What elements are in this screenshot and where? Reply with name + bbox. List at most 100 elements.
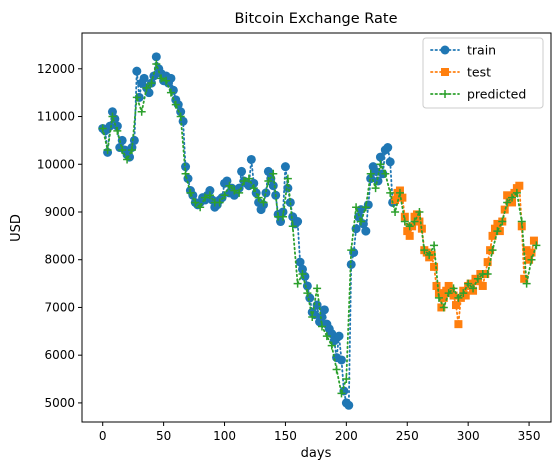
- legend-item-train: train: [430, 43, 496, 58]
- predicted-point: [342, 375, 351, 384]
- predicted-point: [439, 303, 448, 312]
- predicted-point: [103, 145, 112, 154]
- train-point: [344, 400, 354, 410]
- x-tick-label: 250: [396, 429, 419, 443]
- predicted-point: [313, 284, 322, 293]
- train-point: [181, 162, 191, 172]
- predicted-point: [220, 191, 229, 200]
- predicted-point: [186, 188, 195, 197]
- predicted-point: [201, 193, 210, 202]
- predicted-point: [225, 181, 234, 190]
- test-line: [394, 183, 535, 325]
- predicted-line: [101, 60, 538, 397]
- train-point: [261, 188, 271, 198]
- predicted-point: [508, 193, 517, 202]
- predicted-point: [132, 93, 141, 102]
- plot-frame: [81, 32, 552, 423]
- test-point: [449, 291, 458, 300]
- predicted-point: [527, 255, 536, 264]
- train-point: [105, 121, 115, 131]
- legend: train test predicted: [422, 37, 544, 109]
- train-point: [383, 143, 393, 153]
- predicted-point: [430, 241, 439, 250]
- predicted-point: [498, 217, 507, 226]
- train-line: [101, 56, 394, 408]
- train-point: [139, 73, 149, 83]
- predicted-point: [356, 217, 365, 226]
- legend-label: train: [467, 43, 496, 58]
- train-point: [268, 181, 278, 191]
- test-point: [515, 181, 524, 190]
- y-tick-label: 5000: [44, 396, 75, 410]
- predicted-point: [469, 284, 478, 293]
- test-point: [430, 262, 439, 271]
- legend-marker: [441, 90, 449, 98]
- test-point: [403, 227, 412, 236]
- legend-marker: [441, 68, 449, 76]
- train-point: [336, 355, 346, 365]
- train-point: [280, 162, 290, 172]
- predicted-point: [264, 176, 273, 185]
- predicted-point: [449, 284, 458, 293]
- predicted-point: [337, 389, 346, 398]
- train-point: [249, 178, 259, 188]
- predicted-point: [191, 198, 200, 207]
- legend-item-test: test: [430, 65, 491, 80]
- predicted-point: [293, 279, 302, 288]
- y-tick-label: 9000: [44, 205, 75, 219]
- train-point: [132, 66, 142, 76]
- predicted-point: [113, 126, 122, 135]
- train-point: [297, 264, 307, 274]
- predicted-point: [259, 198, 268, 207]
- predicted-point: [147, 79, 156, 88]
- predicted-point: [152, 60, 161, 69]
- predicted-point: [162, 76, 171, 85]
- predicted-point: [230, 186, 239, 195]
- legend-marker: [440, 45, 450, 55]
- predicted-point: [254, 193, 263, 202]
- predicted-point: [171, 100, 180, 109]
- y-axis: 5000 6000 7000 8000 9000 10000 11000 12000: [37, 62, 82, 410]
- predicted-point: [327, 341, 336, 350]
- test-point: [522, 246, 531, 255]
- predicted-point: [127, 145, 136, 154]
- predicted-point: [317, 322, 326, 331]
- y-tick-label: 11000: [37, 110, 75, 124]
- legend-label: predicted: [467, 87, 526, 102]
- x-tick-label: 0: [99, 429, 107, 443]
- test-point: [529, 236, 538, 245]
- legend-label: test: [467, 65, 491, 80]
- predicted-point: [181, 169, 190, 178]
- train-point: [295, 257, 305, 267]
- train-point: [283, 183, 293, 193]
- train-point: [166, 73, 176, 83]
- y-tick-label: 8000: [44, 253, 75, 267]
- train-point: [151, 52, 161, 62]
- predicted-point: [522, 279, 531, 288]
- predicted-point: [459, 289, 468, 298]
- predicted-point: [157, 74, 166, 83]
- predicted-point: [118, 145, 127, 154]
- train-point: [149, 71, 159, 81]
- test-point: [500, 205, 509, 214]
- train-point: [361, 226, 371, 236]
- predicted-point: [166, 88, 175, 97]
- test-point: [444, 281, 453, 290]
- predicted-point: [532, 241, 541, 250]
- predicted-point: [366, 169, 375, 178]
- predicted-point: [108, 112, 117, 121]
- predicted-point: [249, 184, 258, 193]
- test-point: [461, 291, 470, 300]
- test-point: [493, 219, 502, 228]
- test-point: [483, 258, 492, 267]
- predicted-point: [303, 289, 312, 298]
- predicted-point: [244, 174, 253, 183]
- predicted-point: [405, 222, 414, 231]
- test-point: [413, 210, 421, 219]
- test-point: [454, 320, 463, 329]
- train-point: [302, 281, 312, 291]
- test-point: [442, 286, 451, 295]
- test-point: [527, 248, 536, 257]
- test-point: [478, 281, 487, 290]
